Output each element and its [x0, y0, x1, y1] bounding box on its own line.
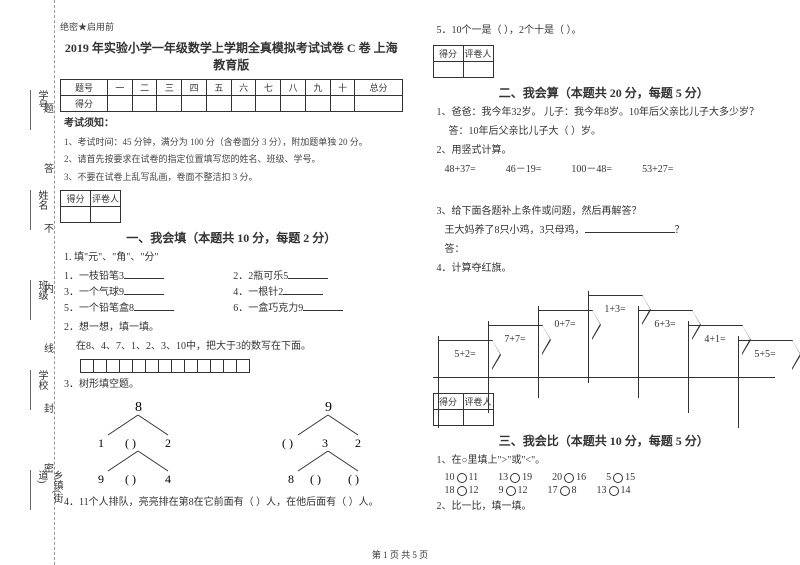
svg-text:9: 9 — [325, 400, 332, 415]
grader-box: 得分评卷人 — [433, 393, 494, 426]
th: 题号 — [61, 80, 108, 96]
s3q2: 2、比一比，填一填。 — [437, 499, 776, 515]
bind-mark: 内 — [44, 280, 54, 295]
bind-mark: 答 — [44, 160, 54, 175]
bind-mark: 线 — [44, 340, 54, 355]
q5: 5．10个一是（ ），2个十是（ ）。 — [437, 23, 776, 39]
answer-grid — [80, 359, 403, 373]
notice-item: 2、请首先按要求在试卷的指定位置填写您的姓名、班级、学号。 — [64, 152, 403, 166]
notice-item: 3、不要在试卷上乱写乱画，卷面不整洁扣 3 分。 — [64, 170, 403, 184]
confidential-label: 绝密★启用前 — [60, 20, 403, 33]
s3q1: 1、在○里填上">"或"<"。 — [437, 453, 776, 469]
notice-title: 考试须知： — [64, 116, 403, 132]
bind-mark: 密 — [44, 460, 54, 475]
flag-diagram: 5+2= 7+7= 0+7= 1+3= 6+3= 4+1= 5+5= — [433, 285, 776, 385]
notice-item: 1、考试时间：45 分钟，满分为 100 分（含卷面分 3 分），附加题单独 2… — [64, 135, 403, 149]
svg-text:( ): ( ) — [348, 472, 359, 486]
tree-node: 8 — [135, 400, 142, 415]
s2q2: 2、用竖式计算。 — [437, 143, 776, 159]
compare-row: 18129121781314 — [445, 485, 776, 496]
section1-title: 一、我会填（本题共 10 分，每题 2 分） — [60, 229, 403, 246]
section3-title: 三、我会比（本题共 10 分，每题 5 分） — [433, 432, 776, 449]
bind-mark: 不 — [44, 220, 54, 235]
svg-text:1: 1 — [98, 436, 104, 450]
svg-text:8: 8 — [288, 472, 294, 486]
bind-mark: 题 — [44, 100, 54, 115]
section2-title: 二、我会算（本题共 20 分，每题 5 分） — [433, 84, 776, 101]
svg-text:( ): ( ) — [125, 436, 136, 450]
left-column: 绝密★启用前 2019 年实验小学一年级数学上学期全真模拟考试试卷 C 卷 上海… — [60, 20, 403, 535]
paper-title: 2019 年实验小学一年级数学上学期全真模拟考试试卷 C 卷 上海教育版 — [60, 39, 403, 73]
q4: 4．11个人排队，亮亮排在第8在它前面有（ ）人，在他后面有（ ）人。 — [64, 495, 403, 511]
svg-text:9: 9 — [98, 472, 104, 486]
svg-text:4: 4 — [165, 472, 171, 486]
page-footer: 第 1 页 共 5 页 — [0, 548, 800, 561]
svg-text:2: 2 — [165, 436, 171, 450]
q2: 2．想一想，填一填。 — [64, 320, 403, 336]
svg-text:( ): ( ) — [310, 472, 321, 486]
grader-box: 得分评卷人 — [433, 45, 494, 78]
tree-diagrams: 8 1 ( ) 2 9 ( ) 4 9 ( ) 3 2 8 ( ) ( ) — [80, 399, 403, 489]
bind-mark: 封 — [44, 400, 54, 415]
svg-text:( ): ( ) — [125, 472, 136, 486]
bind-field-town: 乡镇(街道) — [30, 470, 64, 510]
score-table: 题号 一 二 三 四 五 六 七 八 九 十 总分 得分 — [60, 79, 403, 112]
svg-text:( ): ( ) — [282, 436, 293, 450]
q2-text: 在8、4、7、1、2、3、10中，把大于3的数写在下面。 — [76, 339, 403, 355]
s2q3: 3、给下面各题补上条件或问题，然后再解答？ — [437, 204, 776, 220]
right-column: 5．10个一是（ ），2个十是（ ）。 得分评卷人 二、我会算（本题共 20 分… — [433, 20, 776, 535]
s2q4: 4．计算夺红旗。 — [437, 261, 776, 277]
svg-text:2: 2 — [355, 436, 361, 450]
s2q1: 1、爸爸：我今年32岁。 儿子：我今年8岁。10年后父亲比儿子大多少岁？ — [437, 105, 776, 121]
s2q1ans: 答：10年后父亲比儿子大（ ）岁。 — [449, 124, 776, 140]
s2q3ans: 答： — [445, 242, 776, 258]
compare-row: 101113192016515 — [445, 472, 776, 483]
q3: 3．树形填空题。 — [64, 377, 403, 393]
q1: 1. 填"元"、"角"、"分" — [64, 250, 403, 266]
grader-box: 得分评卷人 — [60, 190, 121, 223]
svg-text:3: 3 — [322, 436, 328, 450]
